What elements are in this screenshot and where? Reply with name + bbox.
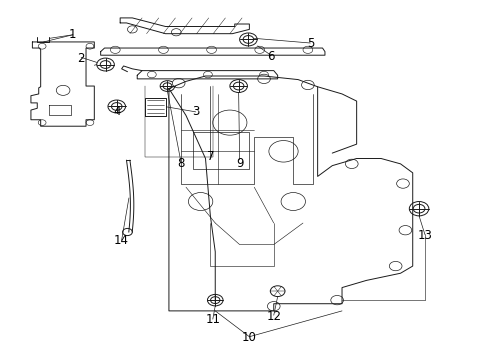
Circle shape (38, 120, 46, 126)
Text: 1: 1 (69, 28, 77, 41)
Text: 7: 7 (206, 150, 214, 163)
Text: 13: 13 (417, 229, 431, 242)
Circle shape (330, 296, 343, 305)
Circle shape (86, 43, 94, 49)
Text: 6: 6 (267, 50, 275, 63)
Circle shape (108, 100, 125, 113)
Circle shape (172, 78, 184, 88)
Circle shape (158, 46, 168, 53)
Circle shape (206, 46, 216, 53)
Circle shape (207, 294, 223, 306)
Circle shape (267, 302, 280, 311)
Circle shape (38, 43, 46, 49)
Circle shape (270, 286, 285, 297)
Circle shape (97, 58, 114, 71)
Text: 2: 2 (77, 51, 85, 64)
Circle shape (127, 26, 137, 33)
Text: 5: 5 (306, 37, 313, 50)
Circle shape (345, 159, 357, 168)
Circle shape (301, 80, 314, 90)
Circle shape (147, 71, 156, 78)
Circle shape (160, 81, 174, 91)
Circle shape (110, 46, 120, 53)
Text: 4: 4 (113, 105, 120, 118)
Circle shape (408, 202, 428, 216)
Text: 8: 8 (177, 157, 184, 170)
Circle shape (171, 29, 181, 36)
Text: 11: 11 (205, 313, 220, 327)
Circle shape (281, 193, 305, 211)
Circle shape (268, 140, 298, 162)
Text: 12: 12 (265, 310, 281, 323)
Circle shape (259, 71, 268, 78)
Circle shape (303, 46, 312, 53)
Circle shape (86, 120, 94, 126)
Circle shape (254, 46, 264, 53)
Text: 9: 9 (235, 157, 243, 170)
Circle shape (203, 71, 212, 78)
Circle shape (212, 110, 246, 135)
Circle shape (188, 193, 212, 211)
Text: 3: 3 (192, 105, 199, 118)
Circle shape (239, 33, 257, 46)
Circle shape (396, 179, 408, 188)
Circle shape (398, 226, 411, 235)
Circle shape (388, 261, 401, 271)
Text: 14: 14 (114, 234, 129, 247)
Text: 10: 10 (242, 331, 256, 344)
Circle shape (229, 80, 247, 93)
Circle shape (257, 74, 270, 84)
Circle shape (122, 228, 132, 235)
